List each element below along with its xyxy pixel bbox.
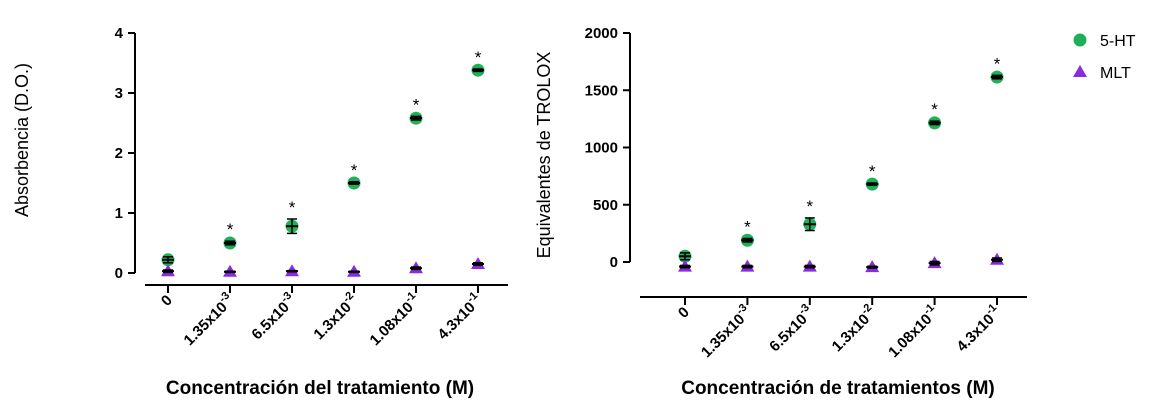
significance-marker: *: [744, 218, 751, 237]
y-tick-label: 0: [610, 254, 618, 271]
y-axis-label: Absorbencia (D.O.): [12, 63, 32, 217]
x-tick-label: 4.3x10-1: [951, 302, 1005, 356]
x-tick-label: 6.5x10-3: [764, 302, 818, 356]
legend-label: 5-HT: [1100, 33, 1136, 50]
y-tick-label: 2: [115, 145, 123, 162]
x-tick-mantissa: 0: [675, 304, 693, 322]
significance-marker: *: [994, 54, 1001, 73]
x-axis-label: Concentración de tratamientos (M): [681, 378, 995, 399]
significance-marker: *: [227, 220, 234, 239]
x-tick-label: 1.08x10-1: [364, 290, 423, 349]
x-tick-mantissa: 1.35x10: [698, 311, 748, 361]
y-tick-label: 3: [115, 85, 123, 102]
x-tick-mantissa: 1.08x10: [367, 299, 417, 349]
legend-label: MLT: [1100, 65, 1131, 82]
x-tick-label: 1.3x10-2: [827, 302, 881, 356]
x-axis-label: Concentración del tratamiento (M): [166, 378, 474, 399]
x-tick-mantissa: 0: [158, 292, 176, 310]
x-tick-mantissa: 1.35x10: [181, 299, 231, 349]
x-tick-label: 1.35x10-3: [696, 302, 755, 361]
x-tick-label: 6.5x10-3: [246, 290, 300, 344]
legend: 5-HT MLT: [1073, 33, 1136, 82]
significance-marker: *: [289, 198, 296, 217]
x-tick-label: 0: [675, 304, 693, 322]
x-tick-label: 1.35x10-3: [178, 290, 237, 349]
x-tick-mantissa: 1.08x10: [885, 311, 935, 361]
significance-marker: *: [931, 100, 938, 119]
x-tick-label: 1.08x10-1: [883, 302, 942, 361]
x-tick-label: 0: [158, 292, 176, 310]
y-tick-label: 1000: [585, 140, 618, 157]
significance-marker: *: [351, 161, 358, 180]
legend-marker-mlt: [1073, 65, 1087, 77]
y-axis-label: Equivalentes de TROLOX: [534, 52, 554, 259]
y-tick-label: 0: [115, 265, 123, 282]
y-tick-label: 1: [115, 205, 123, 222]
y-tick-label: 1500: [585, 82, 618, 99]
y-tick-label: 2000: [585, 25, 618, 42]
significance-marker: *: [869, 162, 876, 181]
y-tick-label: 500: [593, 197, 618, 214]
significance-marker: *: [413, 95, 420, 114]
legend-marker-5ht: [1073, 33, 1087, 47]
significance-marker: *: [806, 197, 813, 216]
x-tick-label: 1.3x10-2: [308, 290, 362, 344]
x-tick-label: 4.3x10-1: [432, 290, 486, 344]
significance-marker: *: [475, 48, 482, 67]
y-tick-label: 4: [115, 25, 124, 42]
